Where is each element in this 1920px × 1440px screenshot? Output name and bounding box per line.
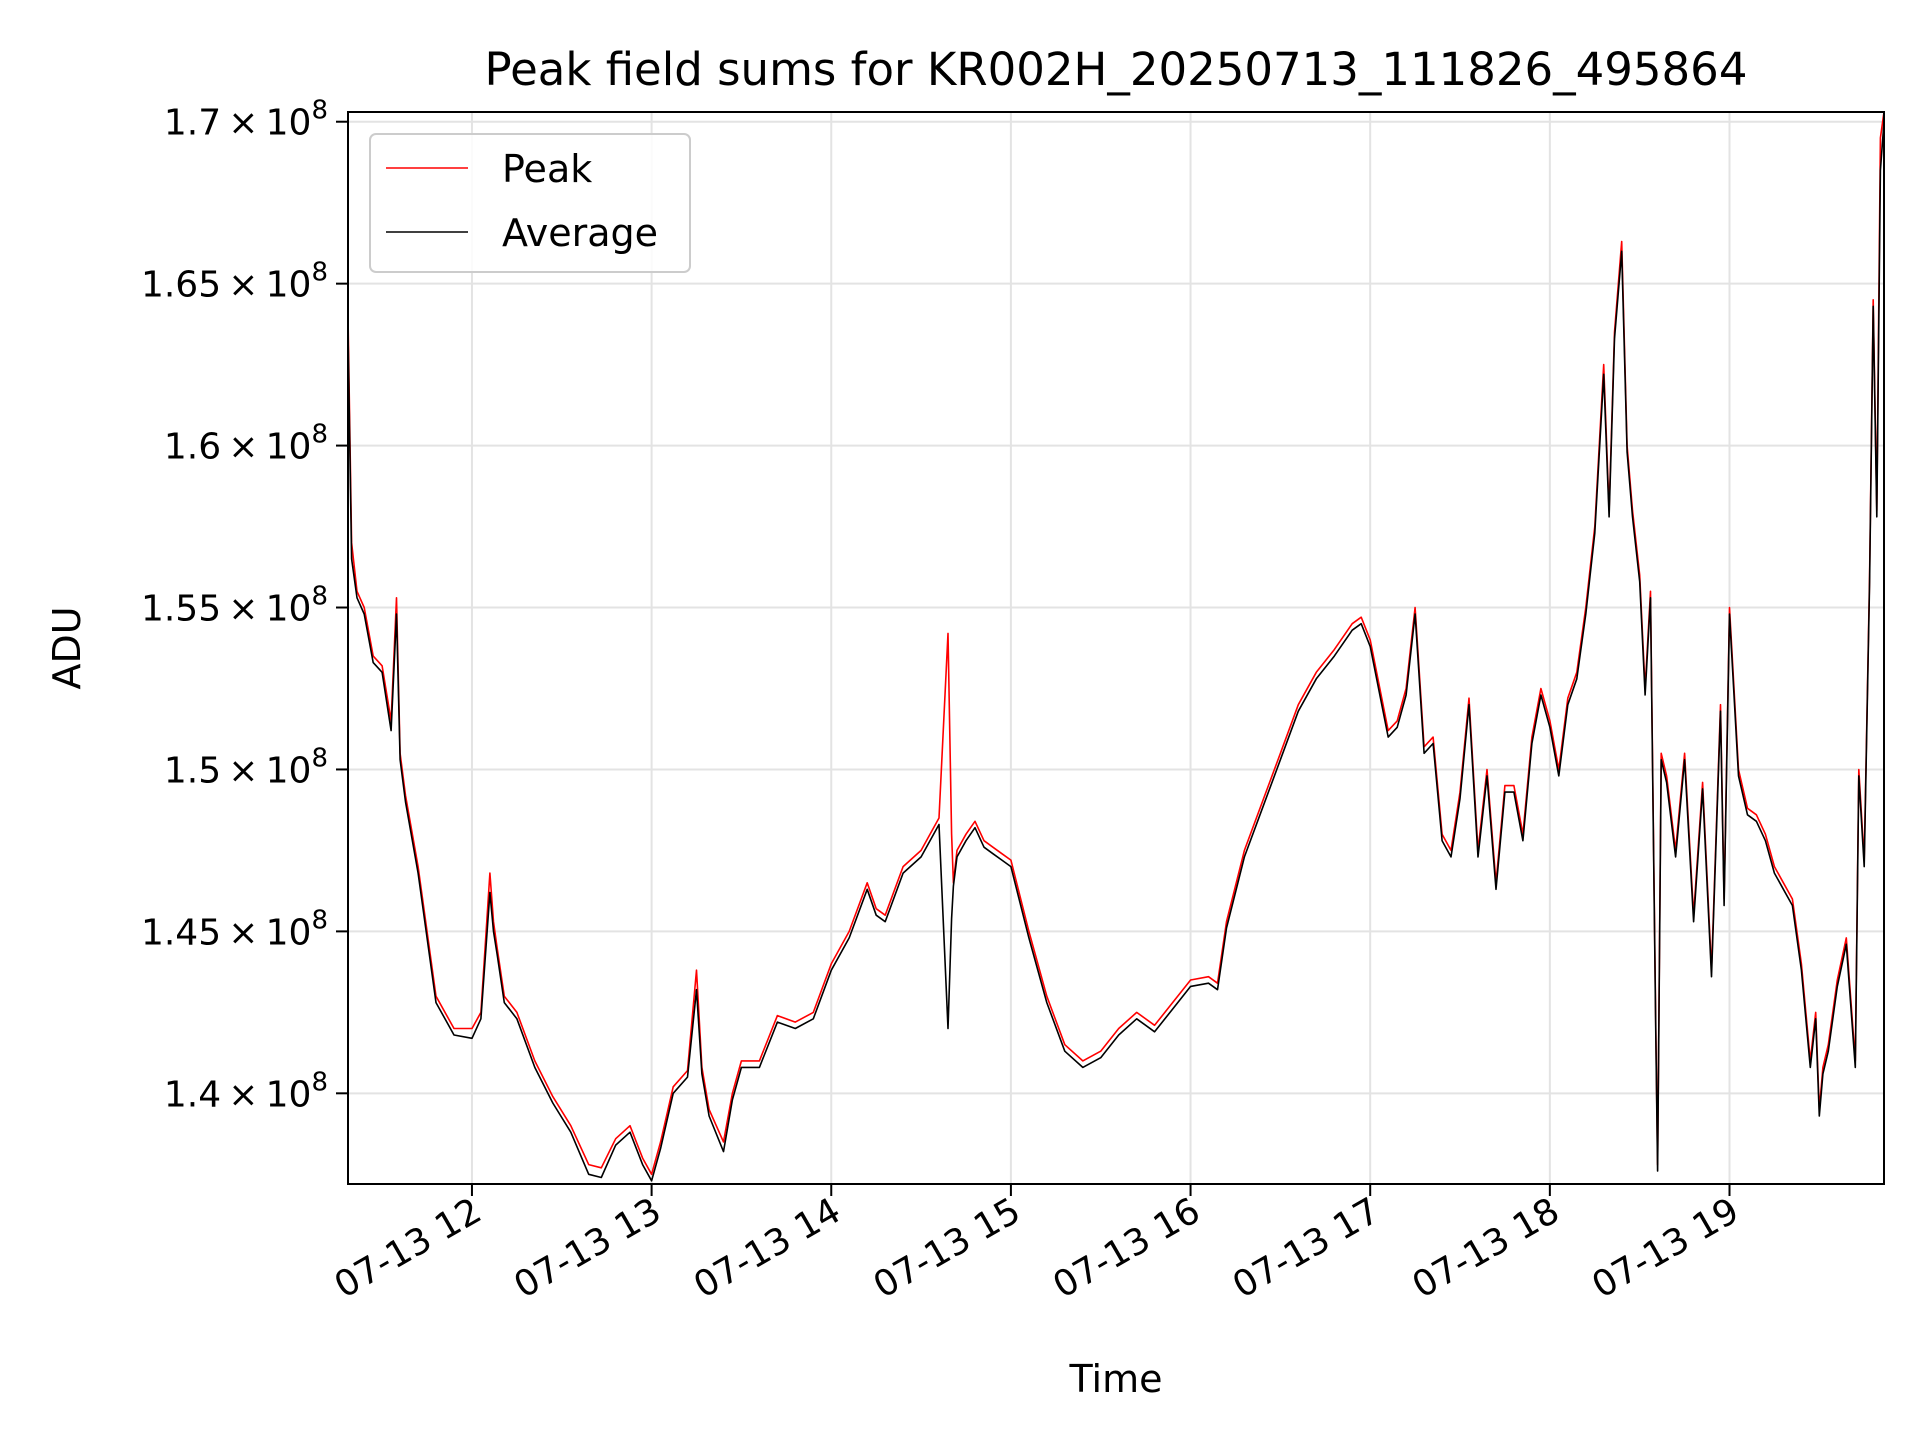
legend-label-average: Average — [502, 211, 658, 255]
y-tick-label: 1.7 × 108 — [164, 96, 328, 144]
y-tick-label: 1.6 × 108 — [164, 420, 328, 468]
legend: Peak Average — [369, 133, 691, 273]
y-tick-label: 1.4 × 108 — [164, 1067, 328, 1115]
series-line-average — [347, 121, 1885, 1182]
chart-title: Peak field sums for KR002H_20250713_1118… — [485, 43, 1748, 96]
y-axis-label: ADU — [45, 606, 89, 689]
y-tick-label: 1.55 × 108 — [141, 582, 328, 630]
x-axis-label: Time — [1069, 1357, 1163, 1401]
plot-frame — [347, 111, 1885, 1185]
y-tick-label: 1.45 × 108 — [141, 905, 328, 953]
y-axis-ticks: 1.4 × 108 1.45 × 108 1.5 × 108 1.55 × 108 1.… — [141, 96, 348, 1115]
y-tick-label: 1.65 × 108 — [141, 258, 328, 306]
grid — [348, 112, 1884, 1184]
series-layer — [347, 111, 1885, 1182]
y-tick-label: 1.5 × 108 — [164, 743, 328, 791]
legend-label-peak: Peak — [502, 147, 592, 191]
